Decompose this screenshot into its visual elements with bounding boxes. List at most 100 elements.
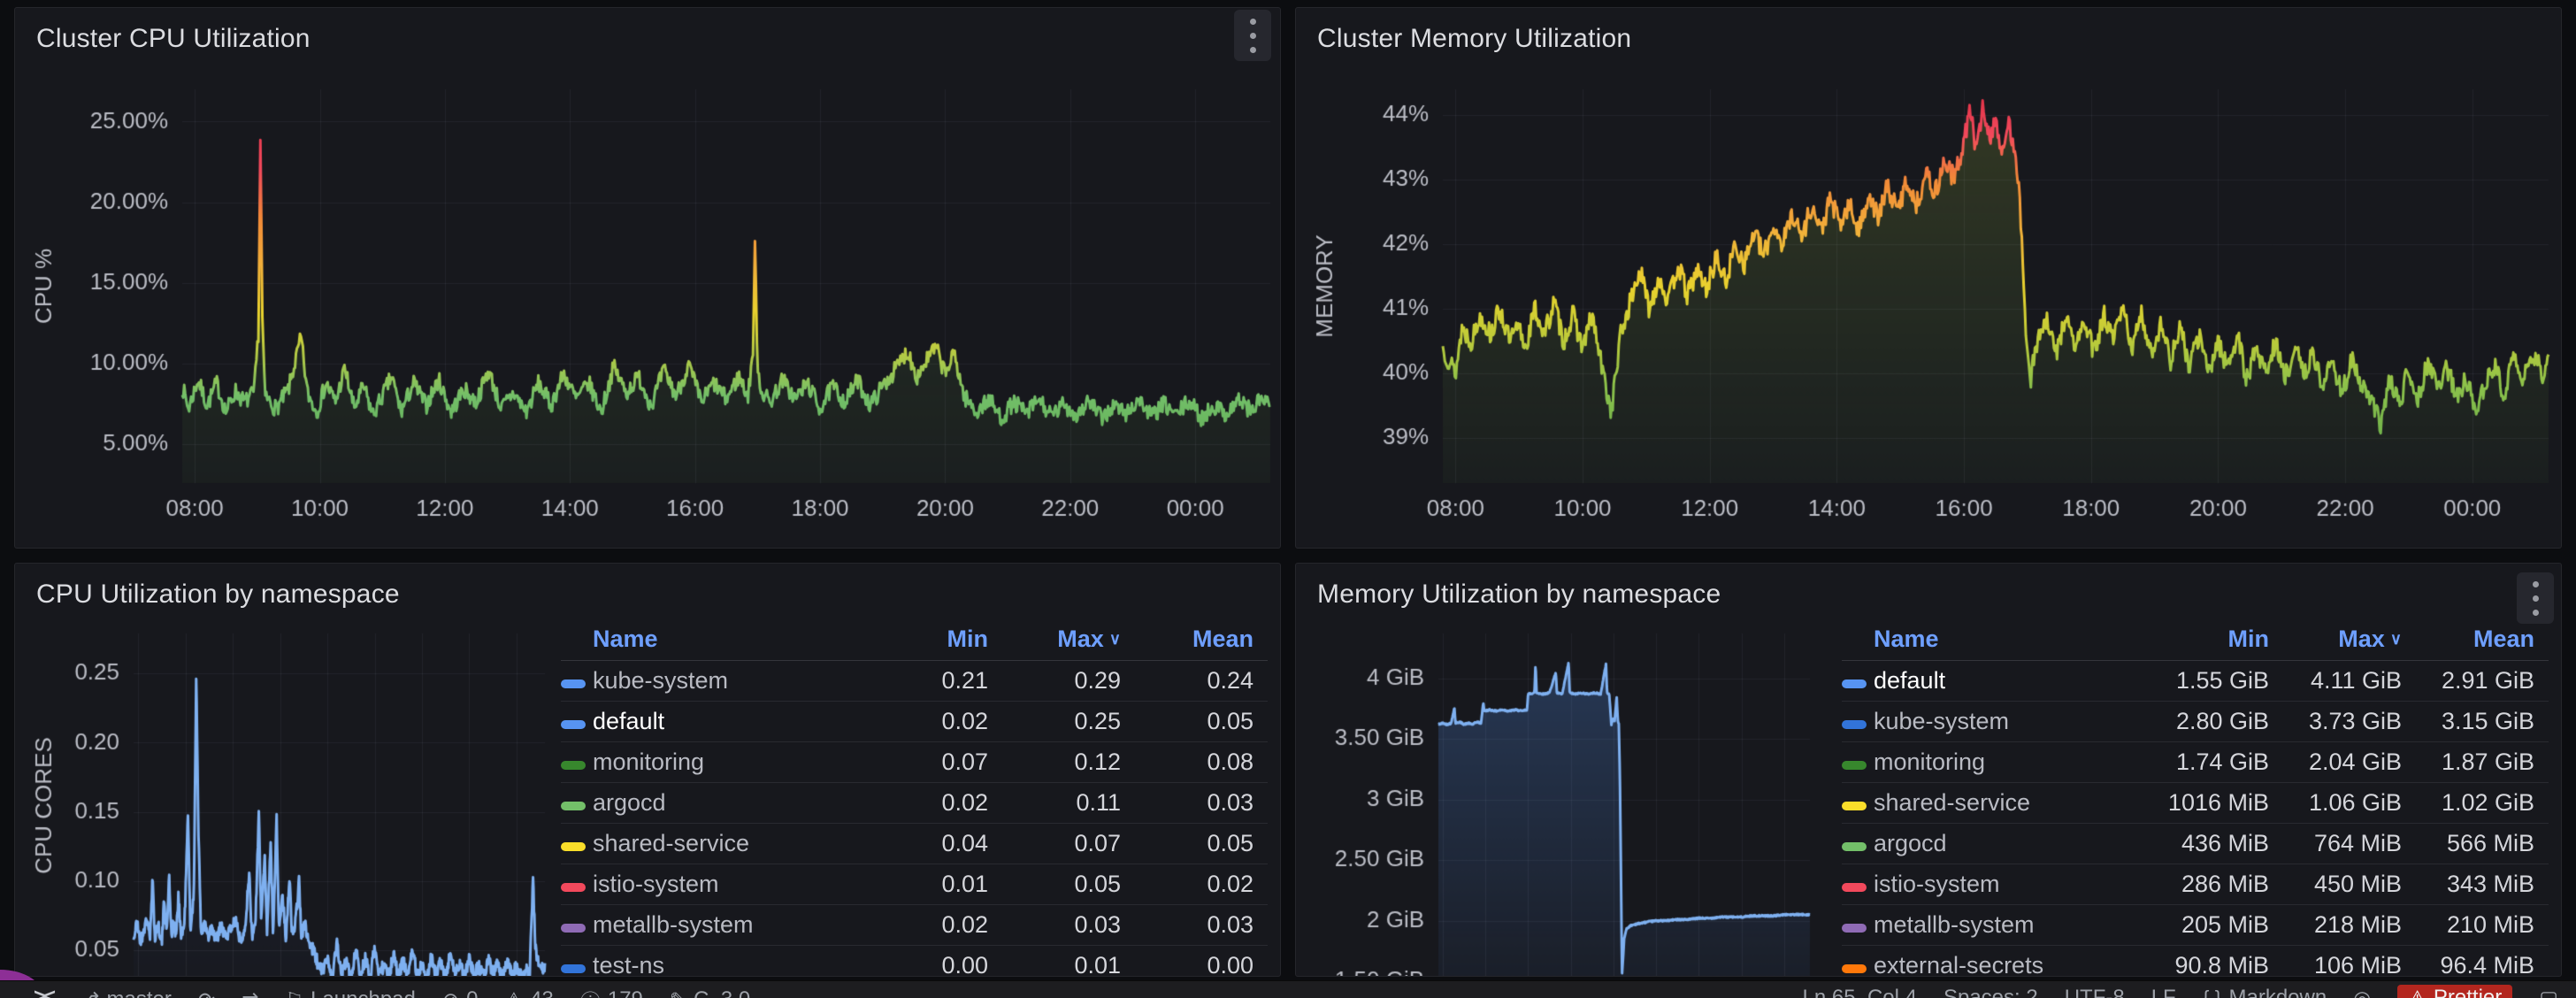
namespace-name[interactable]: kube-system: [1874, 708, 2010, 734]
mean-value: 96.4 MiB: [2440, 952, 2534, 977]
max-value: 0.05: [1074, 871, 1121, 897]
table-row[interactable]: metallb-system 0.02 0.03 0.03: [561, 905, 1268, 946]
prettier[interactable]: ⚠ Prettier: [2397, 985, 2513, 998]
errors-icon: ⊘: [442, 988, 459, 998]
mean-value: 1.02 GiB: [2441, 789, 2534, 816]
column-header-name[interactable]: Name: [593, 626, 658, 652]
namespace-name[interactable]: external-secrets: [1874, 952, 2044, 977]
table-row[interactable]: monitoring 0.07 0.12 0.08: [561, 742, 1268, 783]
feedback[interactable]: ◎: [2353, 986, 2371, 998]
min-value: 0.02: [941, 708, 988, 734]
max-value: 0.07: [1074, 830, 1121, 856]
mean-value: 0.02: [1207, 871, 1254, 897]
column-header-mean[interactable]: Mean: [1192, 626, 1254, 652]
warnings[interactable]: ⚠43: [505, 987, 554, 998]
min-value: 0.00: [941, 952, 988, 977]
cluster-cpu-chart[interactable]: [15, 8, 1280, 548]
column-header-min[interactable]: Min: [2227, 626, 2270, 652]
launchpad[interactable]: ⚐Launchpad: [285, 987, 415, 998]
column-header-mean[interactable]: Mean: [2472, 626, 2534, 652]
max-value: 764 MiB: [2313, 830, 2402, 856]
namespace-name[interactable]: default: [1874, 667, 1946, 694]
namespace-name[interactable]: istio-system: [1874, 871, 2000, 897]
max-value: 0.25: [1074, 708, 1121, 734]
namespace-name[interactable]: argocd: [1874, 830, 1947, 856]
table-row[interactable]: default 0.02 0.25 0.05: [561, 702, 1268, 742]
series-color-pill: [561, 964, 586, 973]
namespace-name[interactable]: metallb-system: [593, 911, 754, 938]
column-header-name[interactable]: Name: [1874, 626, 1939, 652]
max-value: 218 MiB: [2313, 911, 2402, 938]
cluster-memory-chart[interactable]: [1296, 8, 2561, 548]
remote-indicator[interactable]: ><: [34, 985, 56, 998]
table-row[interactable]: shared-service 1016 MiB 1.06 GiB 1.02 GiB: [1842, 783, 2549, 824]
namespace-name[interactable]: test-ns: [593, 952, 665, 977]
compare-changes[interactable]: ⇄: [242, 988, 258, 998]
max-value: 3.73 GiB: [2308, 708, 2402, 734]
memory-namespace-chart[interactable]: [1296, 564, 2561, 976]
namespace-name[interactable]: shared-service: [1874, 789, 2031, 816]
table-row[interactable]: test-ns 0.00 0.01 0.00: [561, 946, 1268, 977]
namespace-name[interactable]: kube-system: [593, 667, 729, 694]
min-value: 1016 MiB: [2167, 789, 2269, 816]
language-mode-icon: { }: [2202, 986, 2222, 998]
table-row[interactable]: istio-system 286 MiB 450 MiB 343 MiB: [1842, 864, 2549, 905]
errors[interactable]: ⊘0: [442, 987, 479, 998]
table-row[interactable]: kube-system 2.80 GiB 3.73 GiB 3.15 GiB: [1842, 702, 2549, 742]
min-value: 0.07: [941, 748, 988, 775]
panel-title-memory-namespace[interactable]: Memory Utilization by namespace: [1317, 580, 1721, 609]
table-row[interactable]: external-secrets 90.8 MiB 106 MiB 96.4 MiB: [1842, 946, 2549, 977]
column-header-min[interactable]: Min: [947, 626, 989, 652]
table-row[interactable]: metallb-system 205 MiB 218 MiB 210 MiB: [1842, 905, 2549, 946]
table-row[interactable]: default 1.55 GiB 4.11 GiB 2.91 GiB: [1842, 661, 2549, 702]
table-row[interactable]: shared-service 0.04 0.07 0.05: [561, 824, 1268, 864]
git-branch[interactable]: ⎇master: [76, 987, 172, 998]
language-mode[interactable]: { } Markdown: [2203, 986, 2327, 998]
series-color-pill: [1842, 720, 1867, 729]
namespace-name[interactable]: metallb-system: [1874, 911, 2035, 938]
table-row[interactable]: argocd 0.02 0.11 0.03: [561, 783, 1268, 824]
prettier-icon: ⚠: [2408, 986, 2426, 998]
series-color-pill: [561, 761, 586, 770]
notifications[interactable]: ▢: [2539, 986, 2558, 998]
namespace-name[interactable]: shared-service: [593, 830, 750, 856]
eol[interactable]: LF: [2150, 986, 2176, 998]
indentation[interactable]: Spaces: 2: [1943, 986, 2038, 998]
sync-icon: ⟳: [198, 988, 215, 998]
cursor-position[interactable]: Ln 65, Col 4: [1802, 986, 1917, 998]
table-row[interactable]: istio-system 0.01 0.05 0.02: [561, 864, 1268, 905]
namespace-name[interactable]: monitoring: [593, 748, 705, 775]
sort-desc-icon: ∨: [2389, 630, 2402, 648]
max-value: 1.06 GiB: [2308, 789, 2402, 816]
table-row[interactable]: argocd 436 MiB 764 MiB 566 MiB: [1842, 824, 2549, 864]
panel-title-cluster-memory[interactable]: Cluster Memory Utilization: [1317, 24, 1632, 53]
memory-namespace-legend-table: Name Min Max ∨ Mean default 1.55 GiB 4.11 GiB 2.…: [1842, 618, 2549, 977]
panel-cpu-by-namespace: CPU Utilization by namespace Name Min Max ∨…: [14, 563, 1281, 977]
panel-title-cpu-namespace[interactable]: CPU Utilization by namespace: [36, 580, 400, 609]
pencil-status[interactable]: ✎C..3 0: [670, 987, 750, 998]
namespace-name[interactable]: monitoring: [1874, 748, 1986, 775]
cpu-namespace-chart[interactable]: [15, 564, 1280, 976]
column-header-max[interactable]: Max ∨: [1057, 626, 1121, 652]
max-value: 2.04 GiB: [2308, 748, 2402, 775]
mean-value: 0.24: [1207, 667, 1254, 694]
column-header-max[interactable]: Max ∨: [2338, 626, 2402, 652]
mean-value: 1.87 GiB: [2441, 748, 2534, 775]
namespace-name[interactable]: istio-system: [593, 871, 719, 897]
namespace-name[interactable]: default: [593, 708, 665, 734]
pencil-status-icon: ✎: [670, 988, 686, 998]
info[interactable]: ⓘ179: [580, 985, 643, 998]
series-color-pill: [561, 679, 586, 688]
namespace-name[interactable]: argocd: [593, 789, 666, 816]
panel-cluster-memory: Cluster Memory Utilization: [1295, 7, 2562, 549]
panel-menu-button[interactable]: [1234, 10, 1271, 61]
encoding[interactable]: UTF-8: [2064, 986, 2125, 998]
panel-title-cluster-cpu[interactable]: Cluster CPU Utilization: [36, 24, 310, 53]
panel-menu-button[interactable]: [2517, 572, 2554, 624]
sync[interactable]: ⟳: [198, 988, 215, 998]
feedback-icon: ◎: [2353, 986, 2372, 998]
table-row[interactable]: monitoring 1.74 GiB 2.04 GiB 1.87 GiB: [1842, 742, 2549, 783]
table-row[interactable]: kube-system 0.21 0.29 0.24: [561, 661, 1268, 702]
info-icon: ⓘ: [580, 985, 601, 998]
